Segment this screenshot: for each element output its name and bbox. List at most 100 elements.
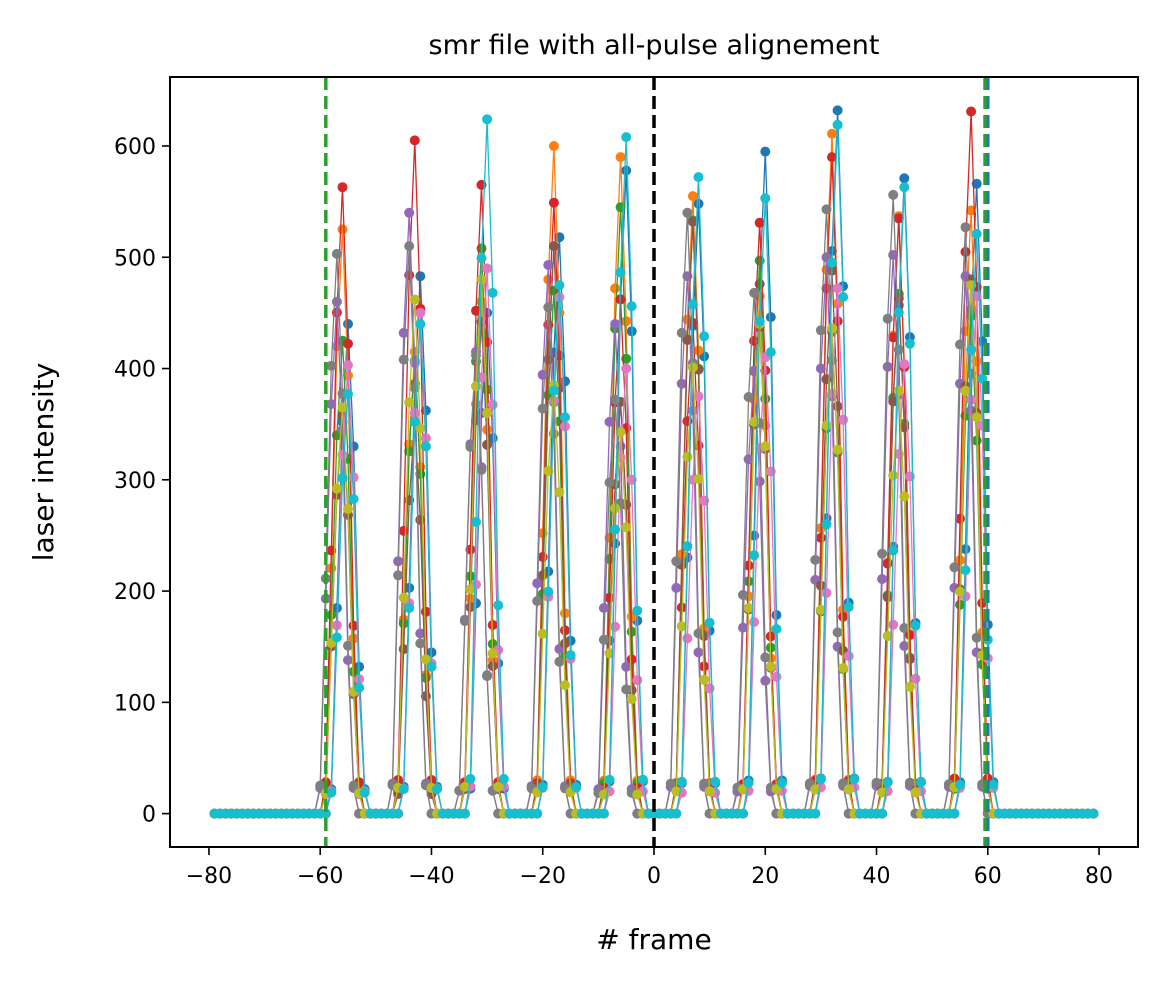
data-point <box>899 491 910 502</box>
data-point <box>910 620 921 631</box>
data-point <box>637 774 648 785</box>
data-point <box>482 384 493 395</box>
data-point <box>615 267 626 278</box>
data-point <box>904 777 915 788</box>
data-point <box>331 296 342 307</box>
data-point <box>699 331 710 342</box>
data-point <box>682 335 693 345</box>
data-point <box>838 292 849 302</box>
data-point <box>471 350 481 361</box>
data-point <box>415 319 426 329</box>
data-point <box>565 650 576 661</box>
data-point <box>465 441 476 452</box>
data-point <box>610 621 621 632</box>
data-point <box>548 197 559 208</box>
data-point <box>882 558 893 569</box>
data-point <box>971 412 982 423</box>
data-point <box>760 652 771 663</box>
data-point <box>821 588 832 598</box>
data-point <box>771 624 782 634</box>
data-point <box>615 152 626 163</box>
data-point <box>426 661 437 672</box>
data-point <box>482 263 493 274</box>
data-point <box>821 420 832 431</box>
data-point <box>693 345 704 356</box>
data-point <box>482 114 493 125</box>
data-point <box>632 675 643 686</box>
data-point <box>626 301 637 312</box>
data-point <box>676 327 687 338</box>
data-point <box>398 644 409 655</box>
data-point <box>827 355 837 366</box>
data-point <box>815 363 826 374</box>
data-point <box>827 152 837 163</box>
data-point <box>571 782 582 793</box>
data-point <box>882 361 893 372</box>
data-point <box>738 622 748 633</box>
data-point <box>771 671 782 682</box>
data-point <box>838 611 849 622</box>
data-point <box>465 773 476 784</box>
data-point <box>398 327 409 338</box>
data-point <box>560 412 570 423</box>
y-tick-label: 100 <box>114 691 156 716</box>
data-point <box>465 584 476 595</box>
data-point <box>821 204 832 215</box>
data-point <box>671 556 682 567</box>
data-point <box>815 604 826 615</box>
data-point <box>482 439 493 450</box>
x-tick-label: 20 <box>751 864 779 889</box>
x-tick-label: 0 <box>647 864 661 889</box>
data-point <box>621 684 632 695</box>
data-point <box>348 780 359 791</box>
data-point <box>343 640 353 651</box>
data-point <box>871 777 882 788</box>
data-point <box>604 774 615 785</box>
data-point <box>532 808 543 819</box>
data-point <box>815 325 826 336</box>
data-point <box>320 808 331 819</box>
data-point <box>493 781 504 792</box>
data-point <box>415 307 426 318</box>
y-tick-label: 0 <box>142 803 156 828</box>
data-point <box>760 146 771 157</box>
data-point <box>710 776 721 787</box>
data-point <box>888 470 899 481</box>
data-point <box>337 402 348 413</box>
data-point <box>988 779 999 790</box>
y-tick-label: 300 <box>114 469 156 494</box>
data-point <box>621 522 632 533</box>
data-point <box>899 182 910 193</box>
data-point <box>487 287 498 298</box>
data-point <box>810 808 821 819</box>
data-point <box>459 808 470 819</box>
data-point <box>393 808 404 819</box>
data-point <box>749 287 760 298</box>
data-point <box>548 385 559 396</box>
data-point <box>832 401 843 412</box>
data-point <box>832 119 843 130</box>
data-point <box>632 605 643 616</box>
data-point <box>843 784 854 795</box>
data-point <box>415 514 426 525</box>
data-point <box>482 671 493 682</box>
data-point <box>598 634 609 645</box>
data-point <box>827 323 837 334</box>
data-point <box>765 312 776 323</box>
data-point <box>687 191 698 202</box>
data-point <box>743 392 754 402</box>
data-point <box>398 784 409 795</box>
data-point <box>676 621 687 632</box>
data-point <box>348 494 359 504</box>
data-point <box>604 477 615 488</box>
y-tick-label: 200 <box>114 580 156 605</box>
data-point <box>615 202 626 213</box>
data-point <box>359 787 370 798</box>
data-point <box>348 472 359 483</box>
data-point <box>621 316 632 327</box>
x-tick-label: −60 <box>297 864 343 889</box>
data-point <box>626 694 637 705</box>
data-point <box>693 198 704 209</box>
data-point <box>621 363 632 374</box>
